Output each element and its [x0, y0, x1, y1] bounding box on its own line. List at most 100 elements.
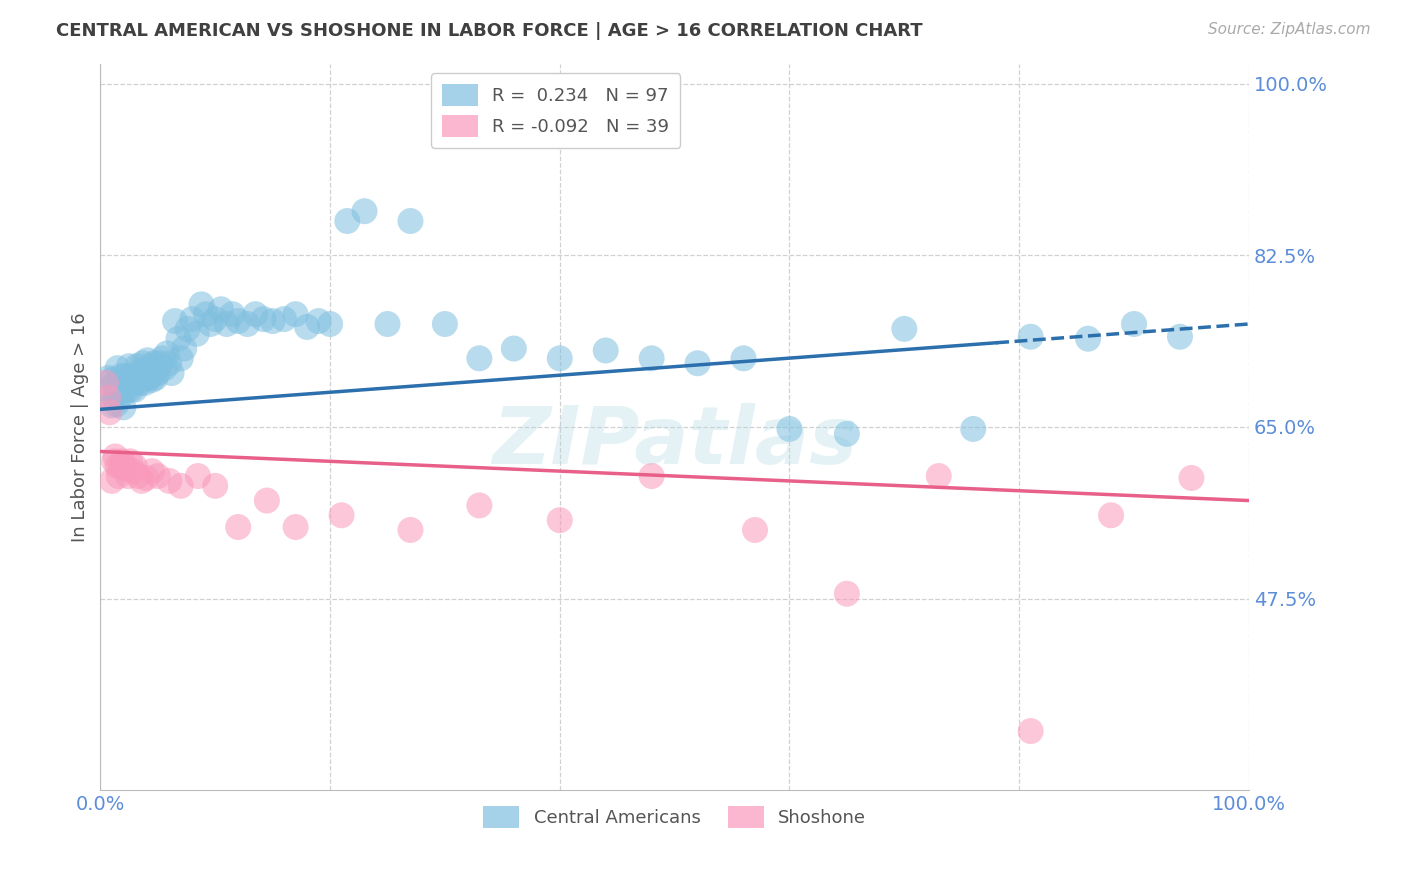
Point	[284, 307, 307, 321]
Point	[256, 493, 278, 508]
Point	[336, 214, 359, 228]
Point	[548, 351, 571, 366]
Point	[468, 351, 491, 366]
Point	[129, 376, 152, 390]
Point	[108, 391, 131, 405]
Point	[141, 373, 163, 387]
Point	[150, 351, 173, 366]
Point	[377, 317, 399, 331]
Point	[893, 322, 915, 336]
Point	[103, 388, 125, 402]
Point	[107, 459, 129, 474]
Point	[149, 356, 172, 370]
Point	[187, 469, 209, 483]
Point	[136, 353, 159, 368]
Point	[928, 469, 950, 483]
Point	[114, 461, 136, 475]
Point	[94, 383, 117, 397]
Point	[120, 383, 142, 397]
Point	[121, 373, 143, 387]
Point	[142, 366, 165, 380]
Point	[1168, 330, 1191, 344]
Point	[97, 391, 120, 405]
Point	[111, 376, 134, 390]
Point	[252, 312, 274, 326]
Point	[110, 369, 132, 384]
Legend: Central Americans, Shoshone: Central Americans, Shoshone	[475, 799, 873, 835]
Point	[110, 459, 132, 474]
Point	[101, 398, 124, 412]
Point	[132, 363, 155, 377]
Point	[125, 371, 148, 385]
Point	[114, 383, 136, 397]
Point	[153, 361, 176, 376]
Point	[127, 373, 149, 387]
Point	[319, 317, 342, 331]
Point	[104, 376, 127, 390]
Point	[135, 471, 157, 485]
Point	[204, 479, 226, 493]
Text: ZIPatlas: ZIPatlas	[492, 402, 858, 481]
Text: CENTRAL AMERICAN VS SHOSHONE IN LABOR FORCE | AGE > 16 CORRELATION CHART: CENTRAL AMERICAN VS SHOSHONE IN LABOR FO…	[56, 22, 922, 40]
Point	[1019, 724, 1042, 739]
Point	[114, 459, 136, 474]
Point	[204, 312, 226, 326]
Point	[146, 366, 169, 380]
Point	[124, 459, 146, 474]
Point	[94, 376, 117, 390]
Point	[548, 513, 571, 527]
Point	[273, 312, 295, 326]
Point	[190, 297, 212, 311]
Point	[209, 302, 232, 317]
Point	[111, 454, 134, 468]
Point	[146, 469, 169, 483]
Point	[170, 479, 193, 493]
Point	[1099, 508, 1122, 523]
Point	[107, 469, 129, 483]
Point	[132, 356, 155, 370]
Point	[104, 450, 127, 464]
Point	[330, 508, 353, 523]
Point	[733, 351, 755, 366]
Point	[145, 371, 167, 385]
Point	[112, 381, 135, 395]
Point	[143, 356, 166, 370]
Point	[157, 474, 180, 488]
Point	[141, 464, 163, 478]
Point	[399, 214, 422, 228]
Point	[686, 356, 709, 370]
Point	[139, 359, 162, 374]
Point	[127, 359, 149, 374]
Point	[236, 317, 259, 331]
Point	[131, 474, 153, 488]
Point	[156, 346, 179, 360]
Point	[110, 383, 132, 397]
Point	[107, 361, 129, 376]
Point	[595, 343, 617, 358]
Point	[131, 371, 153, 385]
Point	[226, 314, 249, 328]
Point	[176, 322, 198, 336]
Point	[962, 422, 984, 436]
Point	[103, 454, 125, 468]
Point	[107, 376, 129, 390]
Point	[173, 342, 195, 356]
Point	[138, 371, 160, 385]
Point	[186, 326, 208, 341]
Point	[118, 359, 141, 374]
Point	[114, 369, 136, 384]
Point	[640, 469, 662, 483]
Point	[778, 422, 800, 436]
Point	[195, 307, 218, 321]
Point	[468, 499, 491, 513]
Point	[399, 523, 422, 537]
Point	[105, 397, 128, 411]
Point	[124, 376, 146, 390]
Point	[245, 307, 267, 321]
Point	[640, 351, 662, 366]
Point	[295, 320, 318, 334]
Point	[1123, 317, 1146, 331]
Point	[107, 385, 129, 400]
Point	[262, 314, 284, 328]
Point	[1180, 471, 1202, 485]
